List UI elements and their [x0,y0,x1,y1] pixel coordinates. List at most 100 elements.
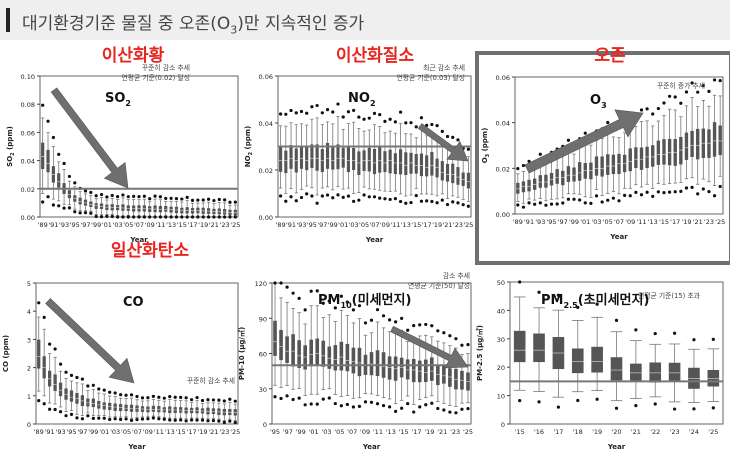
y-tick-label-no2: 0.02 [259,167,273,175]
outlier-o3 [623,193,627,197]
box-pm10 [375,350,380,377]
y-axis-title-so2: SO2 (ppm) [6,126,16,167]
y-tick-label-co: 0 [27,421,31,429]
outlier-o3 [527,159,531,163]
outlier-pm10 [430,401,434,405]
x-tick-label-o3: '25 [715,218,725,226]
outlier-so2 [137,215,141,219]
x-tick-label-pm10: '01 [309,428,319,436]
box-o3 [561,170,565,186]
x-tick-label-co: '11 [154,428,164,436]
outlier-co [53,407,57,412]
x-tick-label-so2: '21 [209,221,219,229]
y-tick-label-pm10: 30 [259,386,267,394]
outlier-co [108,390,112,394]
box-o3 [566,166,571,182]
x-tick-label-no2: '09 [380,221,390,229]
outlier-o3 [701,83,705,88]
y-tick-label-pm25: 30 [497,336,505,344]
outlier-pm25 [595,397,599,401]
box-o3 [645,146,649,168]
y-tick-label-pm25: 10 [497,393,505,401]
outlier-so2 [228,200,232,204]
outlier-so2 [169,215,173,219]
outlier-no2 [435,201,439,205]
page-title-post: )만 지속적인 증가 [237,14,365,34]
x-tick-label-pm10: '15 [399,428,409,436]
outlier-so2 [180,215,184,219]
outlier-co [195,395,199,400]
outlier-pm10 [357,404,362,408]
outlier-pm10 [412,324,416,328]
x-tick-label-o3: '11 [636,218,646,226]
outlier-no2 [325,107,330,112]
outlier-no2 [445,134,450,139]
highlight-frame-o3 [475,51,730,265]
outlier-pm25 [518,398,522,403]
outlier-no2 [372,195,377,199]
outlier-co [75,416,79,420]
box-so2 [78,197,82,205]
x-tick-label-no2: '93 [296,221,306,229]
outlier-no2 [346,110,351,114]
outlier-no2 [310,194,314,198]
outlier-o3 [651,112,655,116]
box-o3 [544,174,548,188]
outlier-pm10 [442,408,446,412]
box-no2 [279,147,283,172]
outlier-pm10 [339,404,343,408]
outlier-o3 [684,186,689,190]
y-tick-label-no2: 0.04 [259,120,273,128]
y-tick-label-pm25: 20 [497,364,505,372]
box-so2 [121,204,125,211]
box-so2 [196,207,200,214]
outlier-o3 [712,78,717,82]
outlier-so2 [99,192,104,197]
x-tick-label-pm10: '03 [321,428,331,436]
x-tick-label-so2: '07 [134,221,144,229]
outlier-pm25 [576,398,580,403]
x-tick-label-co: '95 [66,428,76,436]
outlier-o3 [718,184,722,189]
box-pm25 [649,362,662,383]
outlier-no2 [419,116,424,120]
outlier-co [48,407,52,411]
box-no2 [289,145,293,169]
outlier-no2 [362,117,366,121]
outlier-so2 [217,197,221,202]
box-no2 [451,163,455,184]
annotation-pm10: 연평균 기준(50) 달성 [408,281,470,290]
box-pm10 [309,339,314,367]
outlier-co [53,347,57,351]
outlier-co [146,417,150,421]
outlier-no2 [331,196,335,200]
outlier-pm25 [556,293,561,297]
outlier-o3 [679,101,683,105]
annotation-pm25: 연평균 기준(15) 초과 [638,291,701,300]
outlier-co [168,394,172,399]
chart-pm25: 0 10 20 30 40 50 '15 '16 '17 '18 '19 '20 '21 '22 '23 '2… [475,279,724,451]
outlier-pm10 [279,396,283,401]
outlier-so2 [190,198,195,203]
box-pm10 [442,364,446,384]
x-tick-label-pm10: '23 [450,428,460,436]
outlier-pm10 [387,318,392,322]
box-no2 [336,144,340,170]
x-tick-label-pm10: '09 [360,428,370,436]
outlier-no2 [352,199,356,203]
box-pm10 [448,368,452,387]
x-tick-label-pm10: '97 [283,428,293,436]
box-no2 [414,153,418,174]
outlier-o3 [549,202,554,206]
outlier-so2 [94,214,98,219]
outlier-no2 [404,121,408,125]
y-tick-label-so2: 0.02 [21,186,35,194]
box-no2 [435,158,439,178]
x-tick-label-so2: '13 [166,221,176,229]
x-tick-label-pm25: '18 [573,428,583,436]
outlier-pm10 [436,329,440,333]
outlier-o3 [611,196,615,200]
x-tick-label-so2: '17 [187,221,197,229]
outlier-so2 [57,204,61,208]
outlier-no2 [320,194,324,198]
